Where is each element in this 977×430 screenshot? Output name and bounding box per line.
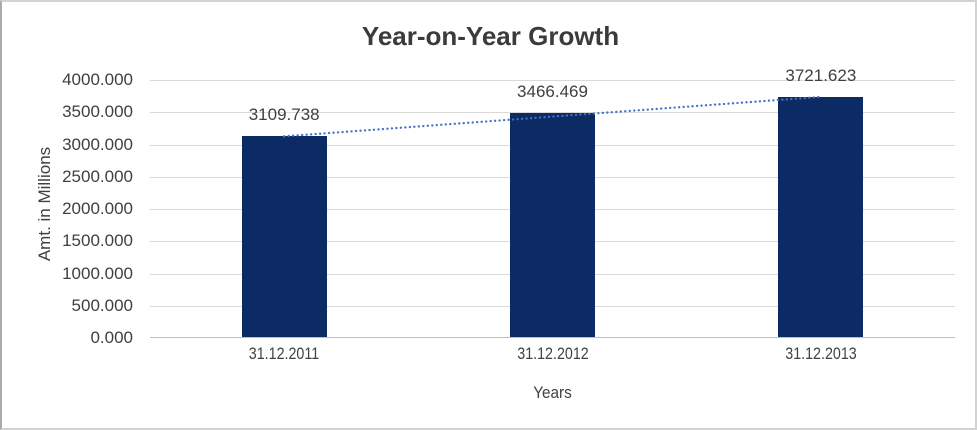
- y-tick-label: 4000.000: [62, 70, 133, 89]
- trendline-dotted: [283, 95, 822, 138]
- plot-area: 3109.738 3466.469 3721.623: [150, 66, 955, 338]
- data-label: 3466.469: [517, 82, 588, 102]
- bar-31.12.2011: [241, 136, 327, 337]
- y-tick-label: 1500.000: [62, 231, 133, 251]
- x-tick-label: 31.12.2011: [248, 344, 320, 363]
- bar-31.12.2013: [778, 96, 864, 337]
- data-label: 3109.738: [248, 105, 320, 125]
- y-tick-label: 1000.000: [62, 263, 133, 283]
- bar-31.12.2012: [510, 113, 595, 337]
- x-axis-title: Years: [533, 383, 572, 402]
- chart-title: Year-on-Year Growth: [361, 21, 620, 51]
- trendline: [283, 95, 822, 138]
- y-tick-label: 0.000: [90, 328, 133, 347]
- x-tick-label: 31.12.2012: [516, 344, 589, 363]
- y-tick-label: 3000.000: [62, 134, 133, 154]
- y-tick-label: 2000.000: [62, 199, 133, 218]
- gridline: [150, 112, 955, 114]
- y-tick-label: 3500.000: [62, 102, 133, 122]
- y-tick-label: 2500.000: [62, 166, 133, 186]
- data-label: 3721.623: [785, 65, 857, 85]
- gridline: [150, 80, 955, 81]
- x-tick-label: 31.12.2013: [785, 344, 857, 363]
- y-tick-label: 500.000: [71, 295, 133, 315]
